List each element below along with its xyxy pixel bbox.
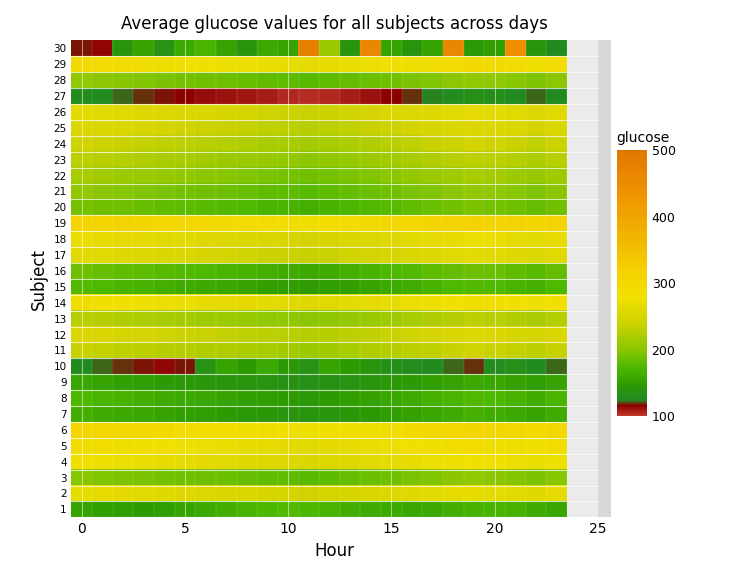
X-axis label: Hour: Hour <box>314 542 355 560</box>
Text: glucose: glucose <box>617 131 670 145</box>
Y-axis label: Subject: Subject <box>30 248 48 310</box>
Title: Average glucose values for all subjects across days: Average glucose values for all subjects … <box>121 16 548 34</box>
